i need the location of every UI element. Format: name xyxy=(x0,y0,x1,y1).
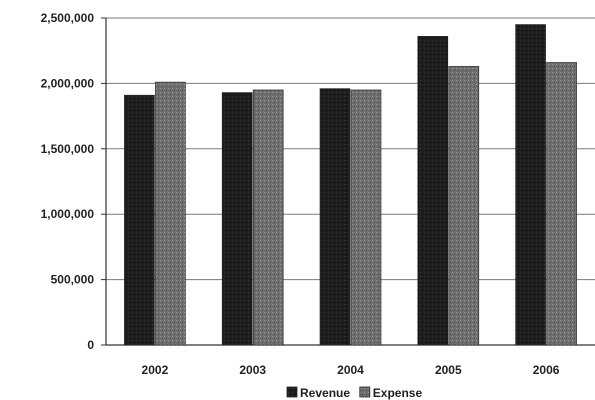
bar-expense-2002 xyxy=(155,81,186,346)
y-tick-label: 1,000,000 xyxy=(41,207,95,221)
legend-label-revenue: Revenue xyxy=(300,386,350,400)
bar-revenue-2006 xyxy=(515,24,546,346)
y-tick-label: 1,500,000 xyxy=(41,142,95,156)
y-tick-label: 2,000,000 xyxy=(41,76,95,90)
x-tick-label: 2002 xyxy=(142,363,169,377)
gridlines xyxy=(101,17,595,346)
x-tick-label: 2003 xyxy=(239,363,266,377)
bar-revenue-2003 xyxy=(221,92,253,346)
bar-expense-2005 xyxy=(448,66,480,346)
legend-swatch-revenue xyxy=(286,386,298,398)
y-tick-labels: 0 500,000 1,000,000 1,500,000 2,000,000 2,500… xyxy=(41,11,95,352)
y-tick-label: 500,000 xyxy=(51,273,95,287)
x-tick-label: 2005 xyxy=(435,363,462,377)
legend-swatch-expense xyxy=(359,386,371,398)
legend-label-expense: Expense xyxy=(373,386,423,400)
bar-expense-2006 xyxy=(546,62,577,346)
bar-revenue-2002 xyxy=(124,94,155,346)
bar-revenue-2004 xyxy=(319,88,351,346)
x-tick-label: 2006 xyxy=(533,363,560,377)
bar-revenue-2005 xyxy=(417,36,449,346)
y-tick-label: 2,500,000 xyxy=(41,11,95,25)
bar-expense-2004 xyxy=(350,89,382,346)
bars xyxy=(124,24,577,346)
axes xyxy=(105,18,595,346)
bar-expense-2003 xyxy=(252,89,284,346)
legend: Revenue Expense xyxy=(286,386,423,400)
x-tick-labels: 2002 2003 2004 2005 2006 xyxy=(142,363,560,377)
y-tick-label: 0 xyxy=(87,338,94,352)
x-tick-label: 2004 xyxy=(337,363,364,377)
